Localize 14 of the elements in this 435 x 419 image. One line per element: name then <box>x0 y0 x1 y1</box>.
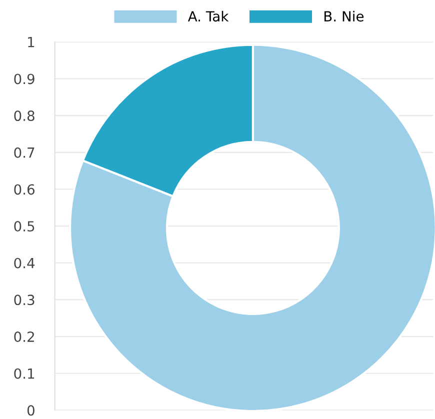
text: 0.7 <box>14 147 34 158</box>
text: 0.9 <box>14 74 34 84</box>
text: 0.6 <box>14 184 34 195</box>
text: 0.8 <box>14 110 34 122</box>
text: 1 <box>28 37 34 48</box>
text: 0.3 <box>14 294 34 306</box>
text: 0.1 <box>14 368 34 379</box>
text: 0.5 <box>14 221 34 232</box>
donut-slice <box>68 44 435 412</box>
legend-label: B. Nie <box>324 10 364 22</box>
legend-label: A. Tak <box>188 10 229 22</box>
text: 0 <box>27 405 34 416</box>
text: 0.4 <box>14 258 35 268</box>
text: 0.2 <box>14 332 34 342</box>
